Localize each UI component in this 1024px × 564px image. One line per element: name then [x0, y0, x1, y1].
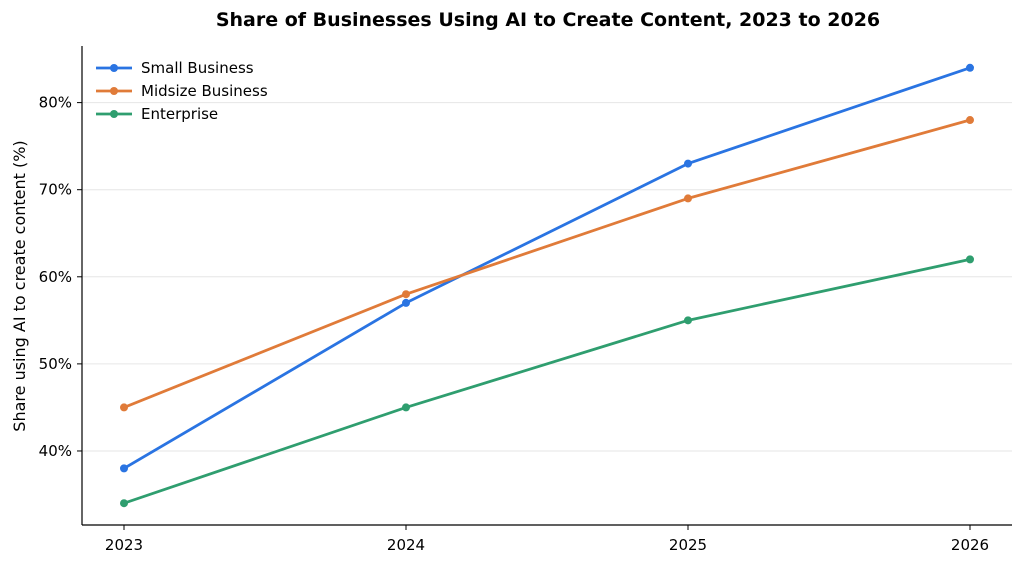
x-tick-label: 2023: [105, 536, 143, 554]
legend-item-midsize-business: Midsize Business: [96, 82, 268, 100]
data-point-small-business: [402, 298, 410, 307]
data-point-midsize-business: [684, 194, 692, 203]
x-tick-label: 2026: [951, 536, 989, 554]
y-tick-label: 40%: [39, 442, 72, 460]
series-enterprise: [120, 255, 974, 508]
legend-swatch-marker: [110, 110, 118, 118]
legend-swatch-marker: [110, 87, 118, 95]
data-point-enterprise: [966, 255, 974, 264]
data-point-midsize-business: [966, 116, 974, 125]
data-point-small-business: [684, 159, 692, 168]
legend: Small Business Midsize Business Enterprise: [96, 59, 268, 123]
data-point-small-business: [120, 464, 128, 473]
legend-item-small-business: Small Business: [96, 59, 254, 77]
data-point-enterprise: [684, 316, 692, 325]
x-tick-label: 2025: [669, 536, 707, 554]
legend-label: Small Business: [141, 59, 254, 77]
y-tick-label: 80%: [39, 94, 72, 112]
legend-label: Midsize Business: [141, 82, 268, 100]
data-point-midsize-business: [120, 403, 128, 412]
data-point-midsize-business: [402, 290, 410, 299]
chart-title: Share of Businesses Using AI to Create C…: [216, 9, 880, 31]
series-line-small-business: [122, 66, 972, 470]
y-tick-label: 50%: [39, 355, 72, 373]
series-line-midsize-business: [122, 118, 972, 409]
series-group: [120, 63, 974, 508]
series-line-enterprise: [122, 257, 972, 505]
y-tick-label: 60%: [39, 268, 72, 286]
x-tick-label: 2024: [387, 536, 425, 554]
ticks: 40% 50% 60% 70% 80% 2023 2024 2025 2026: [39, 94, 989, 554]
data-point-small-business: [966, 63, 974, 72]
legend-swatch-marker: [110, 64, 118, 72]
data-point-enterprise: [120, 499, 128, 508]
legend-label: Enterprise: [141, 105, 218, 123]
legend-item-enterprise: Enterprise: [96, 105, 218, 123]
y-axis-label: Share using AI to create content (%): [10, 140, 29, 431]
data-point-enterprise: [402, 403, 410, 412]
y-tick-label: 70%: [39, 181, 72, 199]
series-midsize-business: [120, 116, 974, 412]
gridlines: [82, 102, 1012, 452]
series-small-business: [120, 63, 974, 473]
